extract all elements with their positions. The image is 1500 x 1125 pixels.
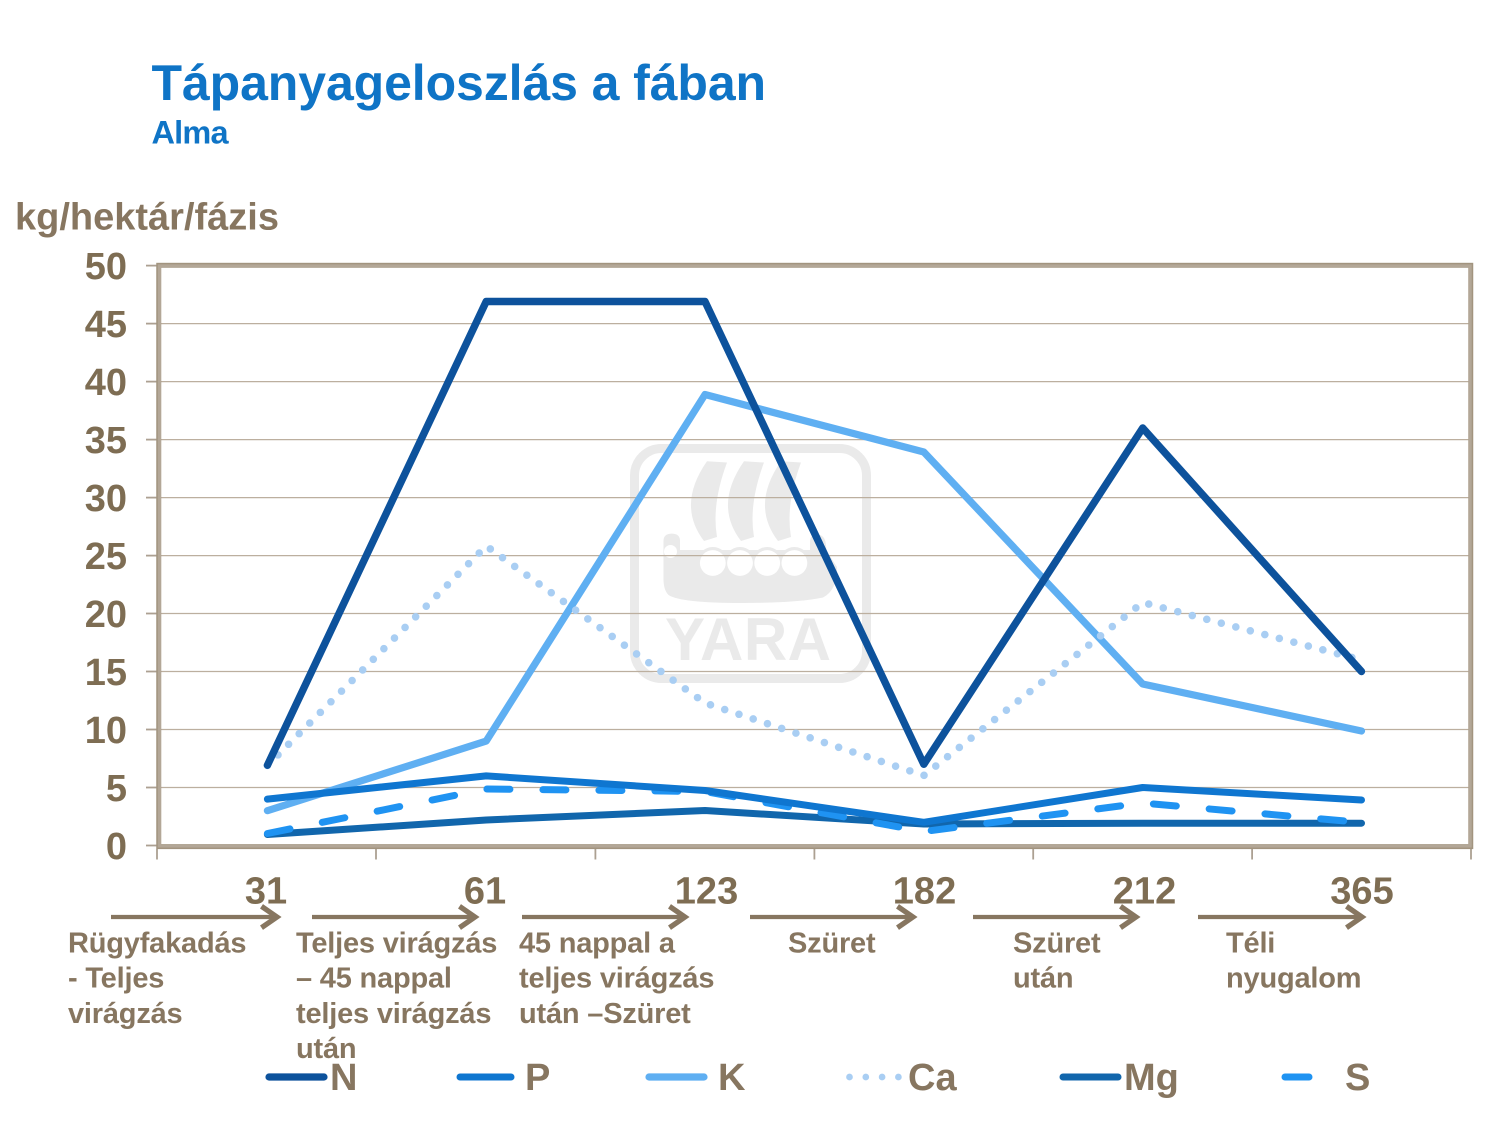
svg-text:Tápanyageloszlás a fában: Tápanyageloszlás a fában — [152, 55, 767, 111]
svg-text:10: 10 — [85, 710, 127, 752]
svg-text:K: K — [718, 1057, 746, 1099]
svg-text:Mg: Mg — [1124, 1057, 1179, 1099]
svg-text:YARA: YARA — [665, 606, 832, 673]
svg-text:P: P — [525, 1057, 550, 1099]
svg-text:45 nappal a: 45 nappal a — [519, 928, 676, 960]
svg-text:40: 40 — [85, 362, 127, 404]
svg-text:0: 0 — [106, 826, 127, 868]
svg-text:182: 182 — [893, 871, 956, 913]
svg-text:S: S — [1345, 1057, 1370, 1099]
svg-text:31: 31 — [245, 871, 287, 913]
svg-text:virágzás: virágzás — [68, 998, 182, 1030]
svg-text:kg/hektár/fázis: kg/hektár/fázis — [15, 197, 279, 239]
svg-text:után –Szüret: után –Szüret — [519, 998, 691, 1030]
svg-text:5: 5 — [106, 768, 127, 810]
svg-text:61: 61 — [464, 871, 506, 913]
svg-text:Téli: Téli — [1226, 928, 1275, 960]
svg-text:50: 50 — [85, 246, 127, 288]
svg-text:teljes virágzás: teljes virágzás — [296, 998, 491, 1030]
svg-text:– 45 nappal: – 45 nappal — [296, 963, 452, 995]
svg-text:- Teljes: - Teljes — [68, 963, 164, 995]
svg-text:N: N — [330, 1057, 357, 1099]
svg-text:Teljes virágzás: Teljes virágzás — [296, 928, 497, 960]
svg-text:20: 20 — [85, 594, 127, 636]
svg-text:után: után — [296, 1033, 356, 1065]
svg-text:Szüret: Szüret — [1013, 928, 1101, 960]
svg-text:30: 30 — [85, 478, 127, 520]
svg-text:Szüret: Szüret — [788, 928, 876, 960]
svg-text:45: 45 — [85, 304, 127, 346]
svg-text:365: 365 — [1330, 871, 1393, 913]
svg-text:után: után — [1013, 963, 1073, 995]
svg-text:35: 35 — [85, 420, 127, 462]
svg-text:15: 15 — [85, 652, 127, 694]
svg-text:Alma: Alma — [152, 115, 230, 151]
svg-text:Rügyfakadás: Rügyfakadás — [68, 928, 246, 960]
svg-text:Ca: Ca — [908, 1057, 957, 1099]
svg-text:123: 123 — [675, 871, 738, 913]
svg-text:nyugalom: nyugalom — [1226, 963, 1361, 995]
svg-text:25: 25 — [85, 536, 127, 578]
svg-text:teljes virágzás: teljes virágzás — [519, 963, 714, 995]
